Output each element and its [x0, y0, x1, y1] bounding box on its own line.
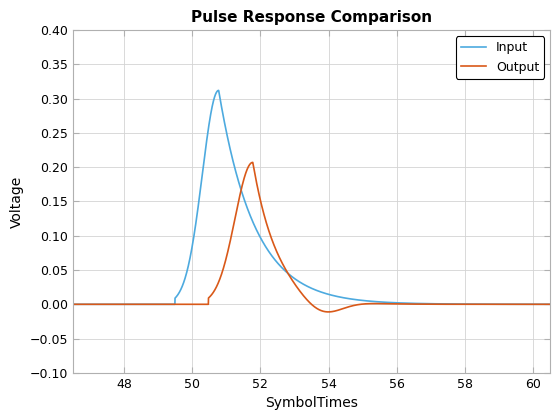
Input: [124, 302, 130, 307]
Input: [253, 226, 259, 231]
Legend: Input, Output: Input, Output: [456, 36, 544, 79]
Input: [69, 302, 76, 307]
Input: [215, 88, 222, 93]
Output: [547, 302, 554, 307]
Input: [152, 302, 159, 307]
Input: [538, 302, 544, 307]
Output: [325, 310, 332, 315]
Output: [124, 302, 130, 307]
Input: [273, 260, 280, 265]
Y-axis label: Voltage: Voltage: [10, 175, 24, 228]
Output: [273, 249, 280, 254]
Line: Input: Input: [73, 90, 550, 304]
Line: Output: Output: [73, 163, 550, 312]
Output: [538, 302, 544, 307]
Output: [152, 302, 159, 307]
Title: Pulse Response Comparison: Pulse Response Comparison: [191, 10, 432, 25]
Output: [69, 302, 76, 307]
Input: [486, 302, 493, 307]
Output: [249, 160, 256, 165]
Output: [487, 302, 493, 307]
Input: [547, 302, 554, 307]
X-axis label: SymbolTimes: SymbolTimes: [265, 396, 358, 410]
Output: [253, 177, 259, 182]
